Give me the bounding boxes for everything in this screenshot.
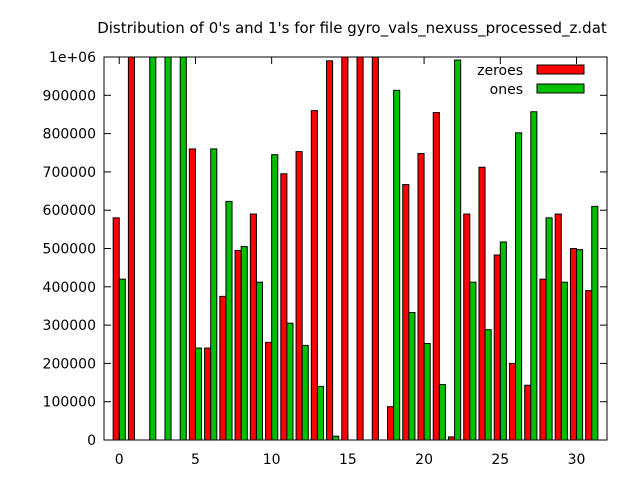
ones-bar-21 xyxy=(438,383,446,441)
y-tick-label-3: 300000 xyxy=(43,318,96,334)
y-tick-label-6: 600000 xyxy=(43,203,96,219)
ones-bar-8 xyxy=(240,246,248,441)
zeroes-bar-7 xyxy=(219,295,227,441)
ones-bar-14 xyxy=(332,435,340,441)
zeroes-bar-23 xyxy=(463,213,471,441)
y-tick-label-2: 200000 xyxy=(43,356,96,372)
ones-bar-10 xyxy=(271,154,279,441)
y-tick-label-9: 900000 xyxy=(43,88,96,104)
zeroes-bar-1 xyxy=(127,56,135,441)
zeroes-bar-21 xyxy=(432,112,440,441)
legend-swatch-ones xyxy=(536,83,585,94)
chart-title: Distribution of 0's and 1's for file gyr… xyxy=(97,19,607,38)
zeroes-bar-14 xyxy=(326,60,334,441)
ones-bar-20 xyxy=(423,342,431,441)
y-tick-label-0: 0 xyxy=(87,433,96,449)
ones-bar-5 xyxy=(194,347,203,441)
zeroes-bar-20 xyxy=(417,153,425,441)
ones-bar-3 xyxy=(164,56,172,441)
ones-bar-18 xyxy=(393,89,401,441)
y-tick-label-10: 1e+06 xyxy=(49,50,96,66)
zeroes-bar-8 xyxy=(234,249,242,441)
ones-bar-6 xyxy=(210,148,218,441)
ones-bar-24 xyxy=(484,329,492,441)
y-tick-label-7: 700000 xyxy=(43,165,96,181)
x-tick-label-5: 25 xyxy=(491,452,509,468)
zeroes-bar-29 xyxy=(554,213,562,441)
ones-bar-0 xyxy=(118,278,126,441)
bars-group xyxy=(112,56,599,441)
ones-bar-25 xyxy=(499,241,507,441)
ones-bar-29 xyxy=(560,281,568,441)
ones-bar-7 xyxy=(225,200,233,441)
ones-bar-9 xyxy=(255,281,264,441)
zeroes-bar-18 xyxy=(387,406,395,441)
zeroes-bar-30 xyxy=(569,248,578,441)
zeroes-bar-12 xyxy=(295,151,303,441)
ones-bar-27 xyxy=(530,111,538,441)
x-tick-label-0: 0 xyxy=(115,452,124,468)
zeroes-bar-11 xyxy=(280,173,288,441)
x-tick-label-4: 20 xyxy=(415,452,433,468)
ones-bar-28 xyxy=(545,217,553,441)
zeroes-bar-19 xyxy=(402,184,410,441)
y-tick-label-4: 400000 xyxy=(43,280,96,296)
zeroes-bar-31 xyxy=(585,290,593,441)
zeroes-bar-16 xyxy=(356,56,364,441)
zeroes-bar-10 xyxy=(265,341,273,441)
zeroes-bar-5 xyxy=(188,148,196,441)
ones-bar-23 xyxy=(469,281,477,441)
ones-bar-22 xyxy=(454,59,462,441)
legend-swatch-zeroes xyxy=(536,64,585,75)
x-tick-label-1: 5 xyxy=(191,452,200,468)
ones-bar-12 xyxy=(301,344,309,441)
legend: zeroes ones xyxy=(477,63,585,98)
ones-bar-31 xyxy=(591,205,599,441)
zeroes-bar-15 xyxy=(341,56,349,441)
y-tick-label-8: 800000 xyxy=(43,127,96,143)
axes-group: 0 100000 200000 300000 400000 500000 600000 700… xyxy=(43,50,608,468)
ones-bar-13 xyxy=(316,385,324,441)
ones-bar-19 xyxy=(408,311,416,441)
zeroes-bar-17 xyxy=(371,56,379,441)
zeroes-bar-24 xyxy=(478,166,486,441)
ones-bar-4 xyxy=(179,56,187,441)
zeroes-bar-6 xyxy=(204,347,212,441)
zeroes-bar-28 xyxy=(539,278,547,441)
x-tick-label-6: 30 xyxy=(568,452,586,468)
y-tick-label-5: 500000 xyxy=(43,242,96,258)
zeroes-bar-9 xyxy=(249,213,257,441)
x-tick-label-2: 10 xyxy=(263,452,281,468)
zeroes-bar-27 xyxy=(524,384,532,441)
ones-bar-11 xyxy=(286,322,294,441)
zeroes-bar-26 xyxy=(508,362,517,441)
legend-label-ones: ones xyxy=(490,82,523,98)
ones-bar-2 xyxy=(149,56,157,441)
ones-bar-30 xyxy=(576,249,584,441)
x-tick-label-3: 15 xyxy=(339,452,357,468)
zeroes-bar-13 xyxy=(310,110,318,441)
y-tick-label-1: 100000 xyxy=(43,395,96,411)
ones-bar-26 xyxy=(515,132,523,441)
zeroes-bar-25 xyxy=(493,254,501,441)
zeroes-bar-0 xyxy=(112,217,120,441)
legend-label-zeroes: zeroes xyxy=(477,63,523,79)
